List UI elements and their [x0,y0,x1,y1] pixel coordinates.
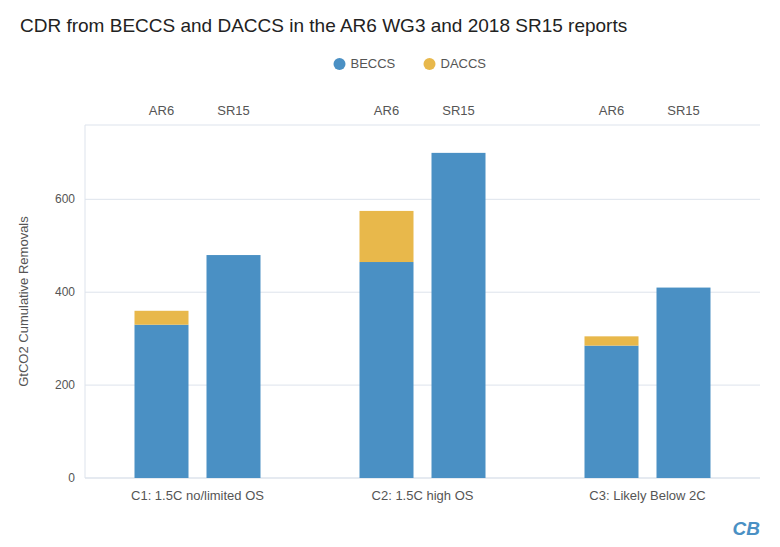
y-axis-label: GtCO2 Cumulative Removals [16,216,31,387]
legend-label: DACCS [441,56,487,71]
bar-label: SR15 [667,103,700,118]
bar-label: AR6 [149,103,174,118]
x-tick-label: C3: Likely Below 2C [589,488,705,503]
bar-segment [207,255,261,256]
title: CDR from BECCS and DACCS in the AR6 WG3 … [20,15,627,36]
plot-top-line [85,125,760,126]
bar-segment [585,346,639,478]
x-tick-label: C1: 1.5C no/limited OS [131,488,264,503]
y-tick-label: 600 [55,192,75,206]
bar-segment [360,262,414,478]
y-axis-line [85,125,86,478]
grid: 0 200 400 600 [55,192,760,485]
x-tick-label: C2: 1.5C high OS [372,488,474,503]
y-tick-label: 0 [68,471,75,485]
bar-segment [207,255,261,478]
bar-label: SR15 [217,103,250,118]
legend-swatch [424,58,436,70]
bar-label: AR6 [374,103,399,118]
bar-segment [585,336,639,345]
bar-segment [657,288,711,478]
y-tick-label: 200 [55,378,75,392]
labels: AR6 SR15 AR6 SR15 AR6 SR15 C1: 1.5C no/limited… [131,103,706,503]
bar-label: AR6 [599,103,624,118]
legend: BECCS DACCS [334,56,487,71]
background [0,0,780,547]
bar-label: SR15 [442,103,475,118]
legend-label: BECCS [351,56,396,71]
bar-segment [657,287,711,288]
bar-segment [135,325,189,478]
watermark: CB [733,518,761,539]
y-tick-label: 400 [55,285,75,299]
bars [135,153,711,478]
grid-line [85,199,760,200]
bar-segment [135,311,189,325]
bar-segment [360,211,414,262]
bar-segment [432,152,486,153]
chart: CDR from BECCS and DACCS in the AR6 WG3 … [0,0,780,547]
legend-swatch [334,58,346,70]
bar-segment [432,153,486,478]
